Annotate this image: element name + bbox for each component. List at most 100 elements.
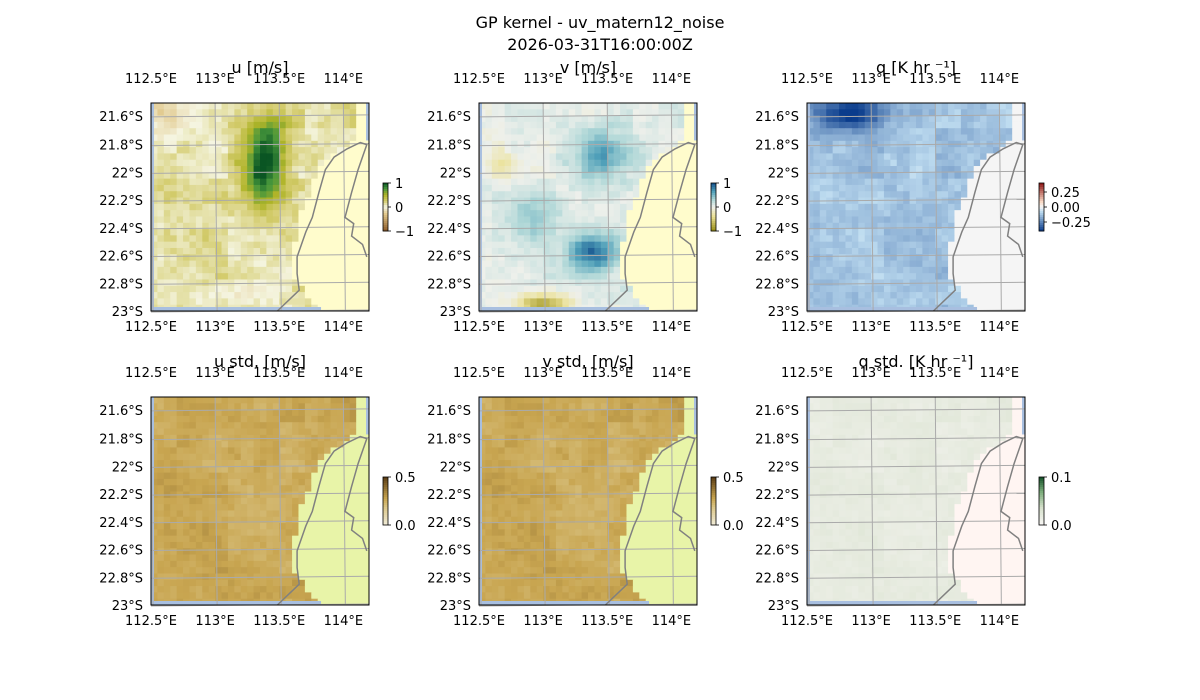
heatmap-cell xyxy=(562,222,570,230)
heatmap-cell xyxy=(298,103,306,110)
heatmap-cell xyxy=(202,428,210,436)
gridline xyxy=(670,102,674,312)
heatmap-cell xyxy=(195,279,203,287)
heatmap-cell xyxy=(1005,235,1013,243)
heatmap-cell xyxy=(253,254,261,261)
heatmap-cell xyxy=(176,121,184,129)
heatmap-cell xyxy=(864,147,872,154)
heatmap-cell xyxy=(807,140,814,148)
heatmap-cell xyxy=(356,216,363,224)
heatmap-cell xyxy=(511,115,518,123)
heatmap-cell xyxy=(298,229,306,236)
heatmap-cell xyxy=(549,285,557,293)
heatmap-cell xyxy=(336,422,344,429)
heatmap-cell xyxy=(215,409,222,417)
heatmap-cell xyxy=(954,229,962,236)
heatmap-cell xyxy=(992,241,1000,249)
heatmap-cell xyxy=(202,567,210,574)
heatmap-cell xyxy=(311,529,319,537)
heatmap-cell xyxy=(858,134,866,142)
heatmap-cell xyxy=(356,415,363,423)
heatmap-cell xyxy=(215,460,222,467)
heatmap-cell xyxy=(311,159,319,167)
heatmap-cell xyxy=(948,241,955,249)
heatmap-cell xyxy=(215,147,222,154)
colorbar-segment xyxy=(383,493,388,496)
heatmap-cell xyxy=(517,415,525,423)
heatmap-cell xyxy=(183,147,190,154)
heatmap-cell xyxy=(607,172,615,180)
heatmap-cell xyxy=(240,109,248,116)
heatmap-cell xyxy=(530,115,538,123)
heatmap-cell xyxy=(536,115,544,123)
heatmap-cell xyxy=(208,153,216,161)
heatmap-cell xyxy=(240,235,248,243)
heatmap-cell xyxy=(839,260,846,268)
heatmap-cell xyxy=(298,397,306,404)
heatmap-cell xyxy=(909,216,917,224)
heatmap-cell xyxy=(183,235,190,243)
heatmap-cell xyxy=(620,128,627,135)
heatmap-cell xyxy=(330,128,338,135)
heatmap-cell xyxy=(909,184,917,192)
heatmap-cell xyxy=(999,260,1007,268)
heatmap-cell xyxy=(189,241,197,249)
heatmap-cell xyxy=(504,415,512,423)
heatmap-cell xyxy=(498,229,506,236)
heatmap-cell xyxy=(362,197,370,205)
heatmap-cell xyxy=(324,598,331,606)
heatmap-cell xyxy=(215,203,222,211)
heatmap-cell xyxy=(285,529,293,537)
heatmap-cell xyxy=(645,159,653,167)
colorbar-segment xyxy=(383,189,388,192)
heatmap-cell xyxy=(826,109,834,116)
heatmap-cell xyxy=(858,184,866,192)
heatmap-cell xyxy=(549,191,557,198)
heatmap-cell xyxy=(523,285,531,293)
heatmap-cell xyxy=(941,197,949,205)
heatmap-cell xyxy=(208,203,216,211)
heatmap-cell xyxy=(266,579,274,587)
heatmap-cell xyxy=(652,241,659,249)
heatmap-cell xyxy=(536,235,544,243)
heatmap-cell xyxy=(260,422,267,429)
heatmap-cell xyxy=(845,229,853,236)
heatmap-cell xyxy=(189,229,197,236)
heatmap-cell xyxy=(536,121,544,129)
heatmap-cell xyxy=(292,447,299,455)
heatmap-cell xyxy=(157,428,165,436)
heatmap-cell xyxy=(600,166,608,173)
heatmap-cell xyxy=(260,567,267,574)
heatmap-cell xyxy=(568,140,576,148)
heatmap-cell xyxy=(260,292,267,299)
heatmap-cell xyxy=(479,210,486,217)
heatmap-cell xyxy=(839,191,846,198)
heatmap-cell xyxy=(626,397,634,404)
gridline xyxy=(806,114,1026,118)
heatmap-cell xyxy=(304,460,312,467)
heatmap-cell xyxy=(652,415,659,423)
heatmap-cell xyxy=(170,579,178,587)
heatmap-cell xyxy=(813,166,821,173)
heatmap-cell xyxy=(362,598,370,606)
heatmap-cell xyxy=(260,166,267,173)
heatmap-cell xyxy=(176,573,184,581)
heatmap-cell xyxy=(954,166,962,173)
heatmap-cell xyxy=(189,279,197,287)
heatmap-cell xyxy=(491,273,499,280)
heatmap-cell xyxy=(240,292,248,299)
heatmap-cell xyxy=(253,447,261,455)
heatmap-cell xyxy=(896,191,904,198)
heatmap-cell xyxy=(568,184,576,192)
heatmap-cell xyxy=(864,159,872,167)
heatmap-cell xyxy=(639,210,647,217)
heatmap-cell xyxy=(588,184,595,192)
heatmap-cell xyxy=(183,510,190,518)
heatmap-cell xyxy=(999,254,1007,261)
heatmap-cell xyxy=(221,229,229,236)
heatmap-cell xyxy=(935,153,943,161)
heatmap-cell xyxy=(684,415,691,423)
heatmap-cell xyxy=(330,254,338,261)
heatmap-cell xyxy=(189,510,197,518)
heatmap-cell xyxy=(922,254,930,261)
